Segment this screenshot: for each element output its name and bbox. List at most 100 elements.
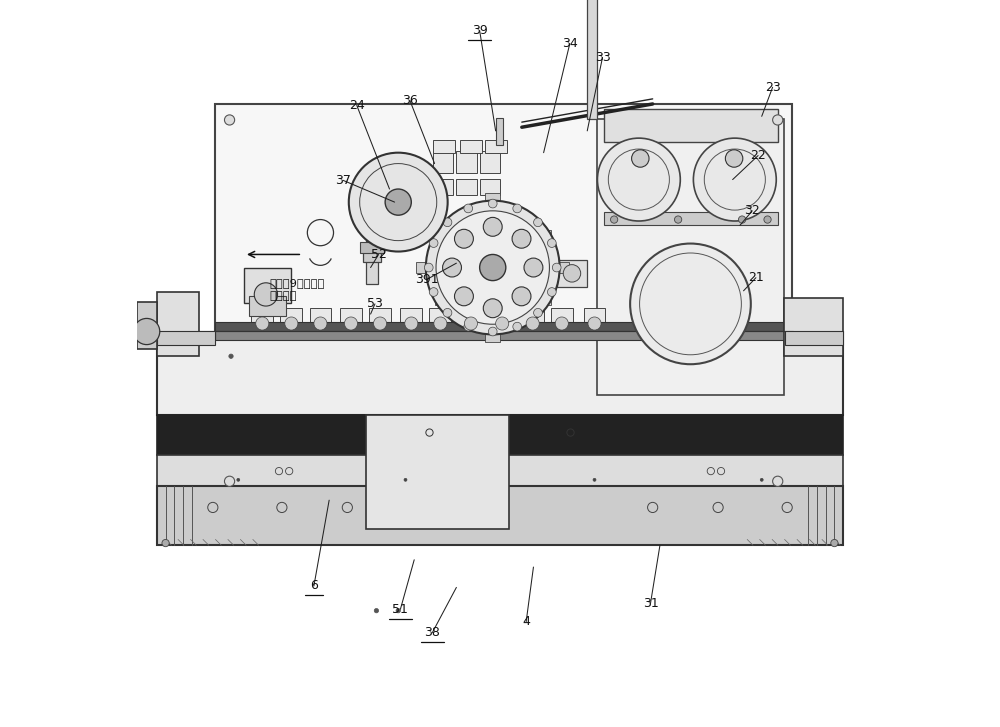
Bar — [416, 262, 431, 273]
Text: 4: 4 — [522, 615, 530, 628]
Bar — [280, 308, 302, 340]
Text: 36: 36 — [402, 94, 418, 107]
Circle shape — [597, 138, 680, 221]
Bar — [215, 331, 793, 340]
Bar — [363, 246, 381, 262]
Bar — [597, 119, 784, 395]
Circle shape — [674, 216, 682, 223]
Bar — [533, 287, 551, 305]
Circle shape — [424, 263, 433, 272]
Circle shape — [443, 308, 452, 317]
Circle shape — [436, 211, 549, 324]
Text: 31: 31 — [643, 597, 658, 610]
Bar — [433, 140, 455, 153]
Circle shape — [385, 189, 411, 215]
Circle shape — [224, 115, 235, 125]
Bar — [484, 316, 501, 333]
Text: 6: 6 — [310, 579, 318, 593]
Bar — [215, 104, 792, 497]
Text: 轴承度9加工过程
运输方向: 轴承度9加工过程 运输方向 — [270, 278, 325, 301]
Text: 37: 37 — [335, 174, 351, 187]
Bar — [157, 415, 843, 455]
Circle shape — [773, 115, 783, 125]
Circle shape — [480, 254, 506, 281]
Bar — [460, 140, 482, 153]
Bar — [215, 322, 793, 331]
Text: 22: 22 — [750, 149, 766, 162]
Text: 21: 21 — [748, 271, 764, 284]
Bar — [157, 332, 843, 415]
Circle shape — [547, 288, 556, 297]
Circle shape — [429, 238, 438, 247]
Bar — [496, 118, 503, 145]
Bar — [435, 230, 452, 248]
Text: 34: 34 — [562, 37, 578, 50]
Circle shape — [454, 287, 473, 306]
Bar — [491, 308, 513, 340]
Circle shape — [632, 150, 649, 167]
Circle shape — [593, 478, 596, 481]
Bar — [785, 331, 843, 345]
Circle shape — [464, 322, 473, 331]
Text: 39: 39 — [472, 24, 488, 37]
Circle shape — [547, 238, 556, 247]
Circle shape — [496, 317, 509, 330]
Bar — [340, 308, 362, 340]
Bar — [480, 151, 500, 173]
Bar — [435, 287, 452, 305]
Circle shape — [483, 217, 502, 236]
Bar — [485, 140, 507, 153]
Bar — [604, 212, 778, 225]
Bar — [557, 260, 587, 287]
Text: 32: 32 — [744, 204, 760, 217]
Text: 51: 51 — [392, 603, 408, 616]
Circle shape — [404, 478, 407, 481]
Circle shape — [630, 244, 751, 364]
Text: 38: 38 — [424, 626, 440, 639]
Bar — [157, 331, 215, 345]
Circle shape — [454, 229, 473, 248]
Circle shape — [483, 299, 502, 318]
Bar — [429, 308, 451, 340]
Bar — [249, 296, 286, 316]
Text: 53: 53 — [367, 297, 383, 310]
Bar — [555, 262, 569, 273]
Circle shape — [426, 201, 560, 334]
Bar — [485, 331, 500, 342]
Bar — [604, 109, 778, 142]
Bar — [551, 308, 573, 340]
Bar — [400, 308, 422, 340]
Bar — [522, 308, 544, 340]
Circle shape — [374, 608, 379, 613]
Circle shape — [224, 476, 235, 486]
Bar — [310, 308, 331, 340]
Bar — [369, 419, 505, 526]
Circle shape — [429, 288, 438, 297]
Circle shape — [162, 539, 169, 547]
Circle shape — [611, 216, 618, 223]
Bar — [456, 179, 477, 195]
Circle shape — [588, 317, 601, 330]
Circle shape — [134, 318, 160, 345]
Circle shape — [229, 354, 233, 358]
Circle shape — [563, 265, 581, 282]
Circle shape — [513, 204, 522, 213]
Circle shape — [773, 476, 783, 486]
Circle shape — [405, 317, 418, 330]
Circle shape — [524, 258, 543, 277]
Bar — [369, 308, 391, 340]
Circle shape — [464, 204, 473, 213]
Circle shape — [443, 218, 452, 227]
Bar — [484, 202, 501, 220]
Circle shape — [555, 317, 568, 330]
Bar — [251, 308, 273, 340]
Circle shape — [831, 539, 838, 547]
Bar — [533, 230, 551, 248]
Circle shape — [738, 216, 746, 223]
Circle shape — [374, 317, 387, 330]
Circle shape — [488, 327, 497, 336]
Text: 391: 391 — [415, 273, 439, 286]
Circle shape — [285, 317, 298, 330]
Bar — [366, 229, 378, 284]
Circle shape — [764, 216, 771, 223]
